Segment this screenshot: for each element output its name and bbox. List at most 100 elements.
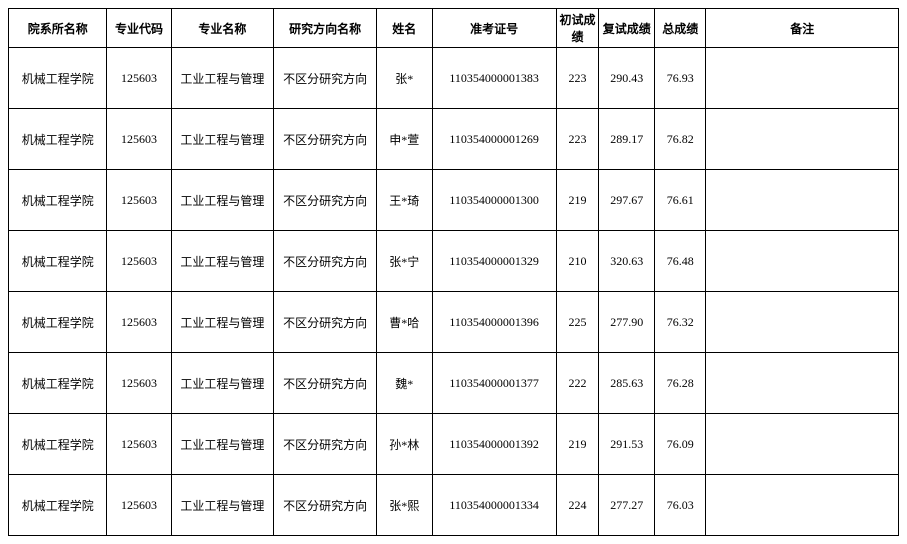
table-row: 机械工程学院125603工业工程与管理不区分研究方向申*萱11035400000…: [9, 109, 899, 170]
table-row: 机械工程学院125603工业工程与管理不区分研究方向曹*哈11035400000…: [9, 292, 899, 353]
cell-retest: 297.67: [599, 170, 655, 231]
cell-major: 工业工程与管理: [171, 170, 274, 231]
cell-major: 工业工程与管理: [171, 292, 274, 353]
col-header-total: 总成绩: [655, 9, 706, 48]
cell-prelim: 222: [556, 353, 599, 414]
cell-prelim: 225: [556, 292, 599, 353]
cell-total: 76.48: [655, 231, 706, 292]
cell-name: 孙*林: [376, 414, 432, 475]
cell-code: 125603: [107, 109, 171, 170]
cell-retest: 320.63: [599, 231, 655, 292]
cell-total: 76.61: [655, 170, 706, 231]
col-header-prelim: 初试成绩: [556, 9, 599, 48]
table-row: 机械工程学院125603工业工程与管理不区分研究方向魏*110354000001…: [9, 353, 899, 414]
cell-remark: [706, 292, 899, 353]
cell-remark: [706, 414, 899, 475]
cell-remark: [706, 353, 899, 414]
cell-name: 张*熙: [376, 475, 432, 536]
cell-dept: 机械工程学院: [9, 109, 107, 170]
admissions-table: 院系所名称专业代码专业名称研究方向名称姓名准考证号初试成绩复试成绩总成绩备注 机…: [8, 8, 899, 536]
table-row: 机械工程学院125603工业工程与管理不区分研究方向张*110354000001…: [9, 48, 899, 109]
cell-name: 王*琦: [376, 170, 432, 231]
cell-dept: 机械工程学院: [9, 414, 107, 475]
cell-major: 工业工程与管理: [171, 475, 274, 536]
cell-remark: [706, 48, 899, 109]
table-row: 机械工程学院125603工业工程与管理不区分研究方向张*宁11035400000…: [9, 231, 899, 292]
cell-examno: 110354000001300: [432, 170, 556, 231]
cell-retest: 290.43: [599, 48, 655, 109]
cell-dept: 机械工程学院: [9, 170, 107, 231]
cell-major: 工业工程与管理: [171, 109, 274, 170]
cell-examno: 110354000001392: [432, 414, 556, 475]
col-header-examno: 准考证号: [432, 9, 556, 48]
cell-prelim: 224: [556, 475, 599, 536]
col-header-dept: 院系所名称: [9, 9, 107, 48]
cell-name: 张*: [376, 48, 432, 109]
cell-examno: 110354000001329: [432, 231, 556, 292]
col-header-major: 专业名称: [171, 9, 274, 48]
cell-remark: [706, 109, 899, 170]
table-row: 机械工程学院125603工业工程与管理不区分研究方向王*琦11035400000…: [9, 170, 899, 231]
table-row: 机械工程学院125603工业工程与管理不区分研究方向张*熙11035400000…: [9, 475, 899, 536]
table-header-row: 院系所名称专业代码专业名称研究方向名称姓名准考证号初试成绩复试成绩总成绩备注: [9, 9, 899, 48]
cell-code: 125603: [107, 170, 171, 231]
cell-code: 125603: [107, 231, 171, 292]
cell-dir: 不区分研究方向: [274, 48, 377, 109]
cell-dept: 机械工程学院: [9, 292, 107, 353]
cell-dir: 不区分研究方向: [274, 475, 377, 536]
cell-dir: 不区分研究方向: [274, 292, 377, 353]
cell-name: 曹*哈: [376, 292, 432, 353]
cell-major: 工业工程与管理: [171, 414, 274, 475]
cell-dir: 不区分研究方向: [274, 170, 377, 231]
cell-examno: 110354000001377: [432, 353, 556, 414]
cell-examno: 110354000001334: [432, 475, 556, 536]
cell-dept: 机械工程学院: [9, 475, 107, 536]
cell-retest: 277.27: [599, 475, 655, 536]
cell-retest: 291.53: [599, 414, 655, 475]
cell-major: 工业工程与管理: [171, 353, 274, 414]
cell-dept: 机械工程学院: [9, 231, 107, 292]
cell-total: 76.09: [655, 414, 706, 475]
cell-prelim: 223: [556, 48, 599, 109]
cell-examno: 110354000001269: [432, 109, 556, 170]
cell-dir: 不区分研究方向: [274, 109, 377, 170]
cell-code: 125603: [107, 353, 171, 414]
cell-retest: 285.63: [599, 353, 655, 414]
col-header-code: 专业代码: [107, 9, 171, 48]
cell-code: 125603: [107, 292, 171, 353]
cell-major: 工业工程与管理: [171, 48, 274, 109]
cell-prelim: 219: [556, 414, 599, 475]
cell-examno: 110354000001396: [432, 292, 556, 353]
cell-dir: 不区分研究方向: [274, 353, 377, 414]
cell-dir: 不区分研究方向: [274, 231, 377, 292]
cell-dept: 机械工程学院: [9, 48, 107, 109]
cell-prelim: 223: [556, 109, 599, 170]
cell-total: 76.28: [655, 353, 706, 414]
cell-dept: 机械工程学院: [9, 353, 107, 414]
cell-name: 魏*: [376, 353, 432, 414]
cell-examno: 110354000001383: [432, 48, 556, 109]
cell-major: 工业工程与管理: [171, 231, 274, 292]
cell-remark: [706, 170, 899, 231]
cell-name: 张*宁: [376, 231, 432, 292]
cell-code: 125603: [107, 414, 171, 475]
cell-code: 125603: [107, 48, 171, 109]
cell-retest: 289.17: [599, 109, 655, 170]
cell-name: 申*萱: [376, 109, 432, 170]
cell-dir: 不区分研究方向: [274, 414, 377, 475]
cell-prelim: 210: [556, 231, 599, 292]
cell-total: 76.93: [655, 48, 706, 109]
col-header-name: 姓名: [376, 9, 432, 48]
cell-retest: 277.90: [599, 292, 655, 353]
cell-total: 76.32: [655, 292, 706, 353]
cell-remark: [706, 231, 899, 292]
cell-remark: [706, 475, 899, 536]
cell-total: 76.82: [655, 109, 706, 170]
cell-prelim: 219: [556, 170, 599, 231]
table-row: 机械工程学院125603工业工程与管理不区分研究方向孙*林11035400000…: [9, 414, 899, 475]
cell-total: 76.03: [655, 475, 706, 536]
col-header-dir: 研究方向名称: [274, 9, 377, 48]
col-header-retest: 复试成绩: [599, 9, 655, 48]
col-header-remark: 备注: [706, 9, 899, 48]
cell-code: 125603: [107, 475, 171, 536]
